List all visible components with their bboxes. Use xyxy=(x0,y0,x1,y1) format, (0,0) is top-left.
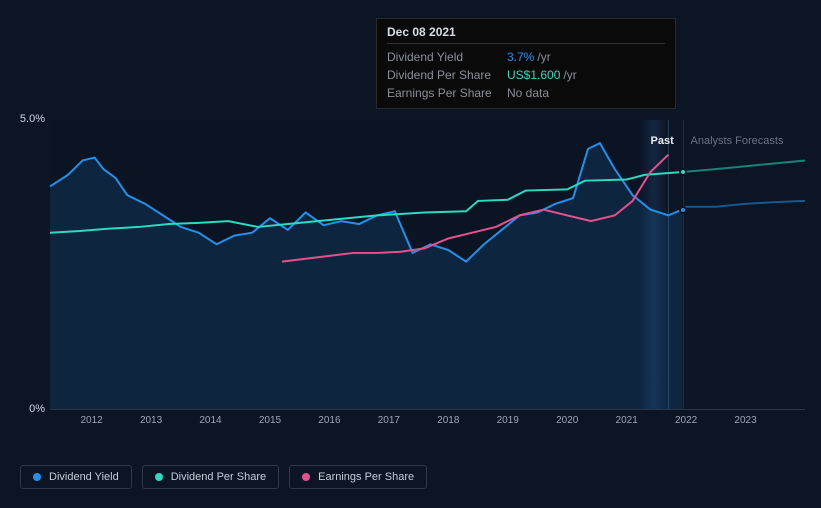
dividend-chart: 0% 5.0% 2012 2013 2014 2015 2016 2017 2018 2019 2… xyxy=(20,100,805,430)
x-tick-label: 2019 xyxy=(497,415,519,426)
legend-dot-icon xyxy=(302,473,310,481)
x-tick-label: 2012 xyxy=(80,415,102,426)
x-tick-label: 2022 xyxy=(675,415,697,426)
x-tick-label: 2020 xyxy=(556,415,578,426)
x-tick-label: 2017 xyxy=(378,415,400,426)
legend-label: Dividend Yield xyxy=(49,471,119,483)
x-tick-label: 2021 xyxy=(616,415,638,426)
region-label-past: Past xyxy=(651,135,674,147)
x-tick-label: 2016 xyxy=(318,415,340,426)
series-end-marker xyxy=(679,206,687,214)
region-label-forecasts: Analysts Forecasts xyxy=(691,135,784,147)
y-tick-label: 5.0% xyxy=(20,113,45,125)
series-forecast-dividend_yield xyxy=(683,201,806,210)
series-area-dividend_yield xyxy=(50,143,683,409)
tooltip-row-value: 3.7% xyxy=(507,48,534,66)
x-tick-label: 2015 xyxy=(259,415,281,426)
legend-dot-icon xyxy=(33,473,41,481)
tooltip-row-label: Dividend Per Share xyxy=(387,66,507,84)
legend-item-dividend_yield[interactable]: Dividend Yield xyxy=(20,465,132,489)
chart-tooltip: Dec 08 2021 Dividend Yield3.7%/yrDividen… xyxy=(376,18,676,109)
series-end-marker xyxy=(679,168,687,176)
x-tick-label: 2018 xyxy=(437,415,459,426)
legend-item-dividend_per_share[interactable]: Dividend Per Share xyxy=(142,465,279,489)
tooltip-row: Dividend Yield3.7%/yr xyxy=(387,48,665,66)
tooltip-row-label: Earnings Per Share xyxy=(387,84,507,102)
y-tick-label: 0% xyxy=(29,403,45,415)
x-tick-label: 2013 xyxy=(140,415,162,426)
tooltip-row-value: No data xyxy=(507,84,549,102)
tooltip-row-unit: /yr xyxy=(563,66,576,84)
tooltip-row-unit: /yr xyxy=(537,48,550,66)
tooltip-date: Dec 08 2021 xyxy=(387,25,665,44)
legend-dot-icon xyxy=(155,473,163,481)
tooltip-row: Earnings Per ShareNo data xyxy=(387,84,665,102)
tooltip-row-label: Dividend Yield xyxy=(387,48,507,66)
chart-legend: Dividend Yield Dividend Per Share Earnings… xyxy=(20,465,427,489)
tooltip-row: Dividend Per ShareUS$1.600/yr xyxy=(387,66,665,84)
legend-label: Dividend Per Share xyxy=(171,471,266,483)
x-tick-label: 2014 xyxy=(199,415,221,426)
chart-svg xyxy=(50,120,805,409)
tooltip-row-value: US$1.600 xyxy=(507,66,560,84)
plot-area[interactable] xyxy=(50,120,805,410)
legend-label: Earnings Per Share xyxy=(318,471,414,483)
x-tick-label: 2023 xyxy=(734,415,756,426)
tooltip-rows: Dividend Yield3.7%/yrDividend Per ShareU… xyxy=(387,48,665,102)
legend-item-earnings_per_share[interactable]: Earnings Per Share xyxy=(289,465,427,489)
series-forecast-dividend_per_share xyxy=(683,160,806,172)
